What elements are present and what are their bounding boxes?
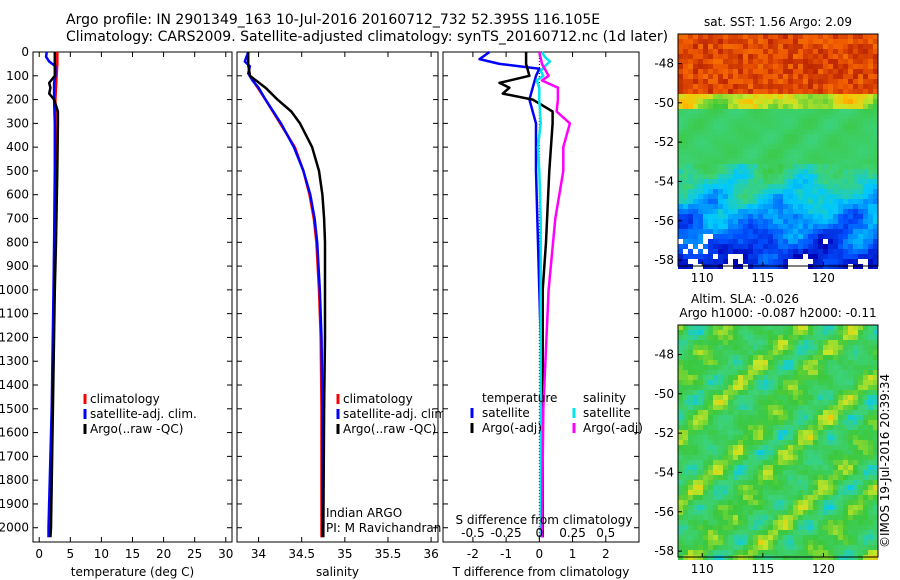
x-tick-label-difference: 2 — [602, 547, 610, 561]
map-frame-sla — [677, 324, 879, 558]
map-y-tick-label: -54 — [654, 174, 674, 188]
map-title-sst: sat. SST: 1.56 Argo: 2.09 — [704, 15, 852, 29]
depth-tick-label: 800 — [6, 235, 29, 249]
depth-tick-label: 600 — [6, 188, 29, 202]
depth-tick-label: 1000 — [0, 283, 29, 297]
top-tick-label: 0.25 — [559, 526, 586, 540]
depth-tick-label: 300 — [6, 116, 29, 130]
map-x-tick-label: 110 — [691, 271, 714, 285]
series-line-salinity-argo-adj- — [538, 51, 572, 538]
x-tick-label-difference: -2 — [467, 547, 479, 561]
map-title-sla: Altim. SLA: -0.026 — [691, 292, 799, 306]
map-y-tick-label: -56 — [654, 214, 674, 228]
legend-label: satellite — [583, 406, 631, 420]
series-line-temperature-argo-adj- — [498, 52, 554, 538]
map-y-tick-label: -50 — [654, 387, 674, 401]
depth-tick-label: 700 — [6, 212, 29, 226]
map-frame-sst — [677, 33, 879, 267]
depth-tick-label: 900 — [6, 259, 29, 273]
map-x-tick-label: 120 — [812, 271, 835, 285]
legend-label: climatology — [343, 392, 413, 406]
x-axis-label-difference: T difference from climatology — [452, 565, 630, 579]
top-tick-label: 0 — [536, 526, 544, 540]
x-tick-label-temperature: 10 — [94, 547, 109, 561]
map-y-tick-label: -52 — [654, 426, 674, 440]
x-tick-label-temperature: 0 — [35, 547, 43, 561]
x-tick-label-salinity: 36 — [423, 547, 438, 561]
depth-tick-label: 200 — [6, 93, 29, 107]
legend-label: satellite — [482, 406, 530, 420]
depth-tick-label: 1300 — [0, 354, 29, 368]
depth-tick-label: 1700 — [0, 449, 29, 463]
x-tick-label-temperature: 25 — [187, 547, 202, 561]
x-tick-label-temperature: 5 — [66, 547, 74, 561]
series-line-argo-raw-qc- — [246, 52, 327, 538]
x-tick-label-salinity: 35.5 — [375, 547, 402, 561]
map-y-tick-label: -54 — [654, 465, 674, 479]
heatmap-sla — [678, 325, 878, 560]
legend-label: Argo(..raw -QC) — [343, 422, 436, 436]
annotation-pi: PI: M Ravichandran — [326, 521, 441, 535]
panel-frame-temperature — [32, 51, 233, 543]
map-x-tick-label: 115 — [751, 271, 774, 285]
map-y-tick-label: -58 — [654, 544, 674, 558]
depth-tick-label: 400 — [6, 140, 29, 154]
top-tick-label: -0.25 — [491, 526, 522, 540]
map-x-tick-label: 115 — [751, 562, 774, 576]
x-tick-label-difference: 1 — [569, 547, 577, 561]
depth-tick-label: 1900 — [0, 497, 29, 511]
x-tick-label-temperature: 15 — [125, 547, 140, 561]
legend-label: climatology — [90, 392, 160, 406]
heatmap-sst — [678, 34, 878, 269]
depth-tick-label: 1500 — [0, 402, 29, 416]
legend-title-salinity: salinity — [583, 391, 626, 405]
top-axis-label: S difference from climatology — [456, 513, 633, 527]
x-axis-label-temperature: temperature (deg C) — [71, 565, 194, 579]
x-axis-label-salinity: salinity — [316, 565, 359, 579]
x-tick-label-difference: -1 — [500, 547, 512, 561]
top-tick-label: -0.5 — [461, 526, 484, 540]
x-tick-label-salinity: 35 — [337, 547, 352, 561]
depth-tick-label: 1100 — [0, 307, 29, 321]
map-x-tick-label: 120 — [812, 562, 835, 576]
depth-tick-label: 1400 — [0, 378, 29, 392]
depth-tick-label: 500 — [6, 164, 29, 178]
x-tick-label-salinity: 34.5 — [288, 547, 315, 561]
legend-label: Argo(-adj) — [583, 421, 643, 435]
depth-tick-label: 2000 — [0, 521, 29, 535]
legend-label: satellite-adj. clim. — [90, 407, 197, 421]
legend-label: Argo(..raw -QC) — [90, 422, 183, 436]
map-subtitle-sla: Argo h1000: -0.087 h2000: -0.11 — [679, 306, 876, 320]
title-line-2: Climatology: CARS2009. Satellite-adjuste… — [66, 29, 669, 45]
depth-tick-label: 0 — [21, 45, 29, 59]
map-y-tick-label: -52 — [654, 135, 674, 149]
depth-tick-label: 100 — [6, 69, 29, 83]
depth-tick-label: 1200 — [0, 330, 29, 344]
map-x-tick-label: 110 — [691, 562, 714, 576]
title-line-1: Argo profile: IN 2901349_163 10-Jul-2016… — [66, 12, 601, 28]
map-y-tick-label: -50 — [654, 96, 674, 110]
x-tick-label-difference: 0 — [536, 547, 544, 561]
x-tick-label-salinity: 34 — [251, 547, 266, 561]
legend-label: satellite-adj. clim. — [343, 407, 450, 421]
depth-tick-label: 1800 — [0, 473, 29, 487]
map-y-tick-label: -48 — [654, 56, 674, 70]
x-tick-label-temperature: 20 — [156, 547, 171, 561]
watermark: ©IMOS 19-Jul-2016 20:39:34 — [878, 374, 892, 548]
top-tick-label: 0.5 — [596, 526, 615, 540]
map-y-tick-label: -56 — [654, 505, 674, 519]
depth-tick-label: 1600 — [0, 426, 29, 440]
legend-title-temperature: temperature — [482, 391, 557, 405]
annotation-agency: Indian ARGO — [326, 506, 402, 520]
series-line-salinity-satellite — [535, 51, 552, 538]
x-tick-label-temperature: 30 — [218, 547, 233, 561]
legend-label: Argo(-adj) — [482, 421, 542, 435]
map-y-tick-label: -48 — [654, 347, 674, 361]
map-y-tick-label: -58 — [654, 253, 674, 267]
panel-frame-salinity — [236, 51, 439, 543]
series-line-argo-raw-qc- — [47, 52, 60, 538]
